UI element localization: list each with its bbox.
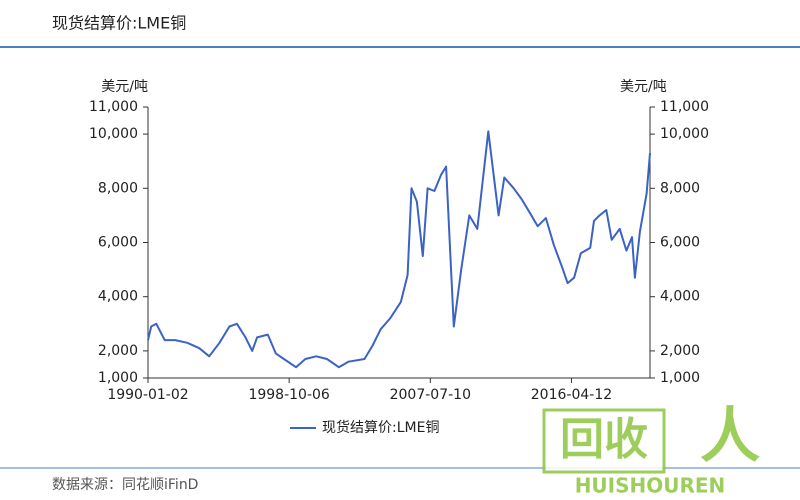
x-tick-label: 2016-04-12 — [531, 387, 612, 403]
x-tick-label: 2007-07-10 — [390, 387, 471, 403]
y2-tick-label: 10,000 — [660, 126, 709, 142]
y-tick-label: 10,000 — [89, 126, 138, 142]
y2-tick-label: 4,000 — [660, 289, 700, 305]
series-line — [147, 130, 651, 369]
y2-tick-label: 6,000 — [660, 235, 700, 251]
y-tick-label: 1,000 — [98, 370, 138, 386]
watermark-name: HUISHOUREN — [575, 474, 726, 498]
y2-axis-label: 美元/吨 — [620, 79, 667, 95]
legend-label: 现货结算价:LME铜 — [322, 419, 439, 436]
y-axis-label: 美元/吨 — [101, 79, 148, 95]
y2-tick-label: 11,000 — [660, 99, 709, 115]
y-tick-label: 8,000 — [98, 180, 138, 196]
watermark-figure: 人 — [700, 402, 760, 472]
y2-tick-label: 2,000 — [660, 343, 700, 359]
y2-tick-label: 1,000 — [660, 370, 700, 386]
watermark-mark: 回收 — [560, 414, 648, 465]
source: 数据来源：同花顺iFinD — [52, 477, 198, 493]
y2-tick-label: 8,000 — [660, 180, 700, 196]
x-tick-label: 1998-10-06 — [248, 387, 329, 403]
y-tick-label: 6,000 — [98, 235, 138, 251]
y-tick-label: 4,000 — [98, 289, 138, 305]
y-tick-label: 11,000 — [89, 99, 138, 115]
chart-title: 现货结算价:LME铜 — [52, 14, 186, 33]
watermark: 回收 人 HUISHOUREN — [542, 402, 760, 498]
x-tick-label: 1990-01-02 — [107, 387, 188, 403]
y-tick-label: 2,000 — [98, 343, 138, 359]
watermark-box — [542, 408, 666, 474]
